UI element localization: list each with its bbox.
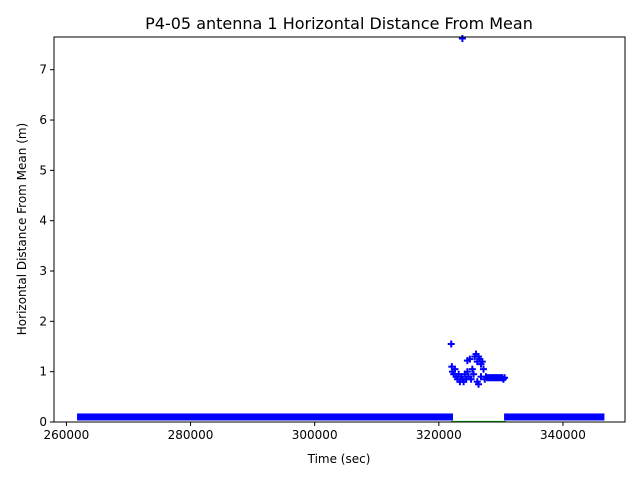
x-tick-label-3: 320000	[416, 428, 462, 442]
data-point-0-15	[463, 368, 471, 376]
x-tick-label-1: 280000	[168, 428, 214, 442]
data-point-0-19	[467, 375, 475, 383]
data-point-0-0	[447, 340, 455, 348]
data-point-0-5	[451, 365, 459, 373]
axes-frame	[53, 36, 626, 423]
data-point-0-32	[479, 365, 487, 373]
data-point-0-21	[470, 370, 478, 378]
data-point-0-1	[458, 35, 466, 43]
series-0-band-0	[77, 413, 453, 421]
y-tick-label-2: 2	[39, 314, 47, 328]
y-axis-label: Horizontal Distance From Mean (m)	[15, 123, 29, 335]
chart-title: P4-05 antenna 1 Horizontal Distance From…	[145, 14, 533, 33]
x-axis-label: Time (sec)	[307, 452, 371, 466]
data-point-0-28	[478, 358, 486, 366]
data-point-0-18	[466, 355, 474, 363]
y-tick-label-0: 0	[39, 415, 47, 429]
x-tick-label-4: 340000	[540, 428, 586, 442]
series-0-band-1	[504, 413, 605, 421]
y-tick-label-4: 4	[39, 214, 47, 228]
y-axis: 0 1 2 3 4 5 6 7	[39, 63, 54, 429]
y-tick-label-3: 3	[39, 264, 47, 278]
plot-area	[77, 35, 605, 423]
x-tick-label-2: 300000	[292, 428, 338, 442]
data-point-0-30	[475, 380, 483, 388]
x-axis: 260000 280000 300000 320000 340000	[44, 422, 586, 442]
data-point-0-20	[468, 365, 476, 373]
y-tick-label-7: 7	[39, 63, 47, 77]
y-tick-label-6: 6	[39, 113, 47, 127]
x-tick-label-0: 260000	[44, 428, 90, 442]
y-tick-label-1: 1	[39, 365, 47, 379]
data-point-0-49	[501, 374, 509, 382]
y-tick-label-5: 5	[39, 163, 47, 177]
